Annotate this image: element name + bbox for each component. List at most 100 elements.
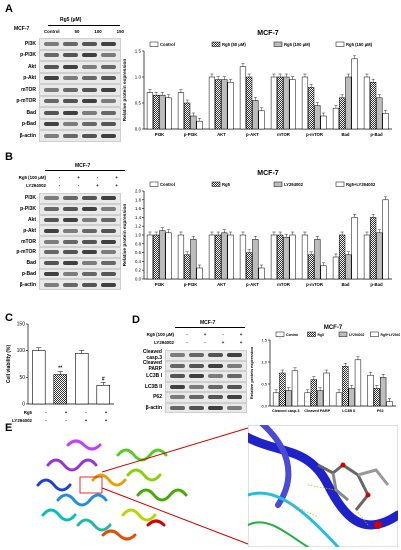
bar-rg5-p62 [373,388,380,407]
condition-sign: - [85,409,87,415]
y-tick-label: 0.0 [261,404,267,409]
legend-label: Rg5 [318,333,325,337]
blot-row-label: LC3B II [144,383,162,390]
panel-label-e: E [5,422,13,434]
blot-row-label: p-Akt [23,75,36,82]
blot-band [44,207,59,212]
condition-sign: + [77,174,80,180]
x-category-label: mTOR [277,132,291,137]
blot-strip [39,203,121,215]
blot-band [82,99,97,104]
blot-row-label: p-mTOR [16,98,36,105]
condition-sign: + [84,417,88,423]
bar-rg5-akt [215,234,222,280]
bar-rg5-50-m-p-bad [370,81,377,130]
blot-strip [39,107,121,119]
legend-label: Rg5 (100 μM) [284,42,311,47]
bar-control-p62 [367,374,374,407]
bar-control-mtor [270,234,278,280]
bar-rg5-p-pi3k [184,254,191,280]
blot-row: β-actin [128,402,250,413]
blot-band [44,76,59,81]
condition-sign: + [64,409,68,415]
blot-strip [39,193,121,204]
bar-rg5-100-m-p-bad [376,97,383,130]
blot-strip [165,360,247,371]
blot-band [227,405,242,410]
x-category-label: p-AKT [246,282,259,287]
bar-rg5-150-m-bad [351,58,358,130]
legend-swatch [335,41,345,47]
bar-ly294002-cleaved-casp-3 [285,390,292,407]
blot-row: PI3K [2,38,126,50]
bar-rg5-100-m-p-pi3k [190,115,197,130]
blot-row-label: PI3K [24,195,36,202]
bar-rg5-ly294002-mtor [289,234,296,280]
blot-strip [39,38,121,50]
legend-label: Control [286,333,298,337]
blot-band [101,133,116,138]
blot-band [82,207,97,212]
viability-bar [96,385,111,405]
blot-band [208,384,223,389]
bar-rg5-ly294002-p-mtor [320,265,327,280]
blot-strip [39,246,121,258]
blot-band [63,122,78,127]
bar-rg5-150-m-akt [227,81,234,130]
condition-sign: + [239,331,243,337]
blot-row: Cleaved PARP [128,360,250,372]
legend-swatch [273,41,283,47]
legend-label: Rg5+LY294002 [346,182,376,187]
condition-sign: + [115,182,118,188]
blot-band [189,384,204,389]
bar-rg5-ly294002-lc3b-ii [354,359,362,407]
blot-band [82,196,97,201]
bar-control-akt [208,76,216,130]
bar-rg5-100-m-p-akt [252,100,259,130]
condition-sign: - [45,409,47,415]
blot-row: Akt [2,61,126,73]
y-tick-label: 1.6 [135,206,142,211]
dose-label: 150 [116,29,124,34]
bar-rg5-150-m-p-akt [258,110,265,130]
blot-band [63,87,78,92]
bar-control-p-pi3k [177,234,185,280]
bar-rg5-150-m-pi3k [165,97,172,130]
y-tick-label: 150 [17,322,26,328]
bar-rg5-50-m-p-pi3k [184,102,191,130]
blot-band [101,261,116,266]
blot-strip [39,257,121,269]
blot-band [63,64,78,69]
blot-band [82,122,97,127]
bar-rg5-ly294002-cleaved-parp [323,372,330,407]
condition-label: LY294002 [26,182,46,188]
blot-row: p-Bad [2,268,126,280]
dose-label: 50 [74,29,80,34]
blot-band [82,41,97,46]
bar-control-p-akt [239,234,247,280]
blot-row: p-PI3K [2,203,126,215]
blot-band [82,271,97,276]
x-category-label: Bad [341,282,349,287]
bar-control-pi3k [146,92,154,130]
condition-row: Rg5 (100 μM) - + - + [4,173,128,181]
blot-band [44,271,59,276]
protein-structure-overview [18,425,218,547]
blot-strip [165,381,247,392]
y-axis-label: Relative protein expression [122,204,128,267]
condition-sign: + [115,174,118,180]
blot-strip [39,268,121,280]
x-category-label: p-PI3K [184,132,199,137]
bar-rg5-100-m-p-mtor [314,105,321,130]
blot-strip [39,84,121,96]
blot-band [227,363,242,368]
blot-row: p-Akt [2,225,126,237]
blot-band [44,64,59,69]
blot-band [82,228,97,233]
x-category-label: p-mTOR [306,282,324,287]
blot-band [82,239,97,244]
bar-rg5-cleaved-parp [310,379,317,407]
x-category-label: Cleaved casp.3 [272,409,299,413]
blot-row-label: p-mTOR [16,249,36,256]
panel-label-b: B [5,151,13,163]
